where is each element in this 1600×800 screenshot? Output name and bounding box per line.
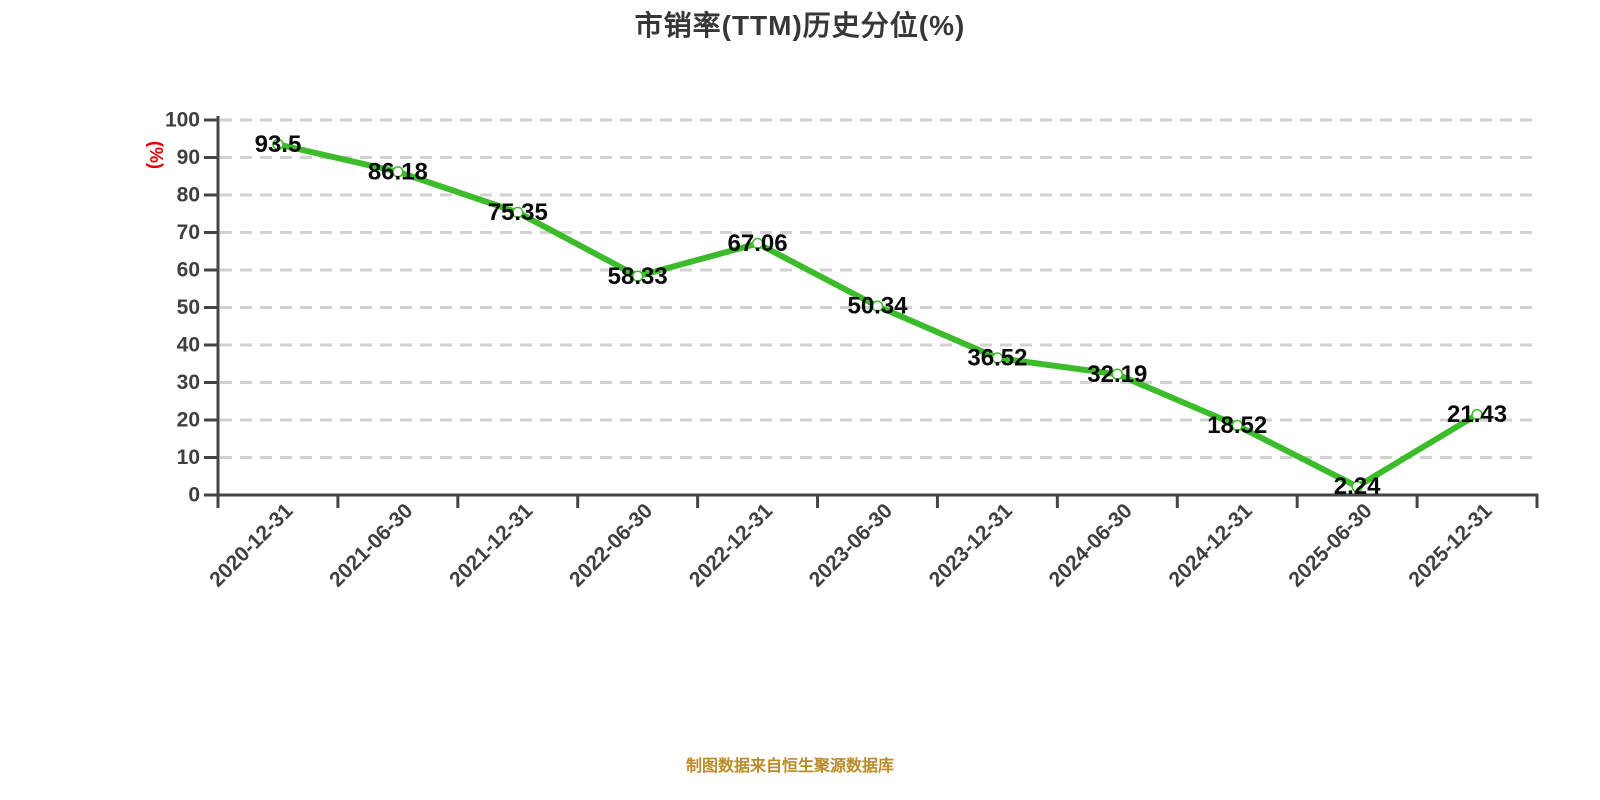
y-axis-tick-label: 0 (188, 484, 200, 507)
y-axis-tick-label: 10 (177, 446, 200, 469)
data-point-label: 93.5 (255, 131, 302, 158)
x-axis-category-label: 2025-12-31 (1404, 499, 1496, 591)
y-axis-tick-label: 80 (177, 184, 200, 207)
y-axis-tick-label: 20 (177, 409, 200, 432)
data-point-marker (392, 166, 404, 178)
data-point-marker (1471, 408, 1483, 421)
x-axis-category-label: 2023-12-31 (925, 499, 1017, 591)
data-point-marker (871, 300, 884, 312)
x-axis-category-label: 2022-06-30 (565, 499, 657, 591)
y-axis-tick-label: 30 (177, 371, 200, 394)
data-point-label: 18.52 (1207, 412, 1267, 439)
data-point-marker (751, 237, 764, 250)
data-point-label: 21.43 (1447, 401, 1507, 428)
data-point-marker (991, 352, 1004, 364)
data-point-label: 58.33 (608, 263, 668, 290)
x-axis-category-label: 2021-12-31 (445, 499, 537, 591)
data-point-label: 32.19 (1087, 361, 1147, 388)
y-axis-tick-label: 90 (177, 146, 200, 169)
x-axis-category-label: 2020-12-31 (205, 499, 297, 591)
data-point-label: 67.06 (728, 230, 788, 257)
y-axis-tick-label: 40 (177, 334, 200, 357)
data-source-caption: 制图数据来自恒生聚源数据库 (685, 758, 894, 775)
x-axis-category-label: 2024-12-31 (1165, 499, 1257, 591)
data-point-marker (1231, 419, 1243, 432)
x-axis-category-label: 2021-06-30 (325, 499, 417, 591)
data-point-label: 75.35 (488, 199, 548, 226)
data-point-label: 2.24 (1334, 473, 1381, 500)
y-axis-tick-label: 70 (177, 221, 200, 244)
y-axis-tick-label: 50 (177, 296, 200, 319)
y-axis-tick-label: 60 (177, 259, 200, 282)
data-point-label: 50.34 (847, 293, 908, 320)
data-point-label: 86.18 (368, 158, 428, 185)
data-point-marker (1351, 480, 1363, 493)
x-axis-category-label: 2022-12-31 (685, 499, 777, 591)
data-point-marker (631, 270, 644, 283)
x-axis-category-label: 2025-06-30 (1284, 499, 1376, 591)
x-axis-category-label: 2023-06-30 (805, 499, 897, 591)
chart-title: 市销率(TTM)历史分位(%) (634, 10, 966, 41)
data-point-label: 36.52 (967, 345, 1027, 372)
data-point-marker (512, 206, 524, 219)
data-point-marker (272, 138, 284, 151)
data-point-marker (1111, 368, 1124, 381)
y-axis-tick-label: 100 (165, 109, 200, 132)
x-axis-category-label: 2024-06-30 (1045, 499, 1137, 591)
